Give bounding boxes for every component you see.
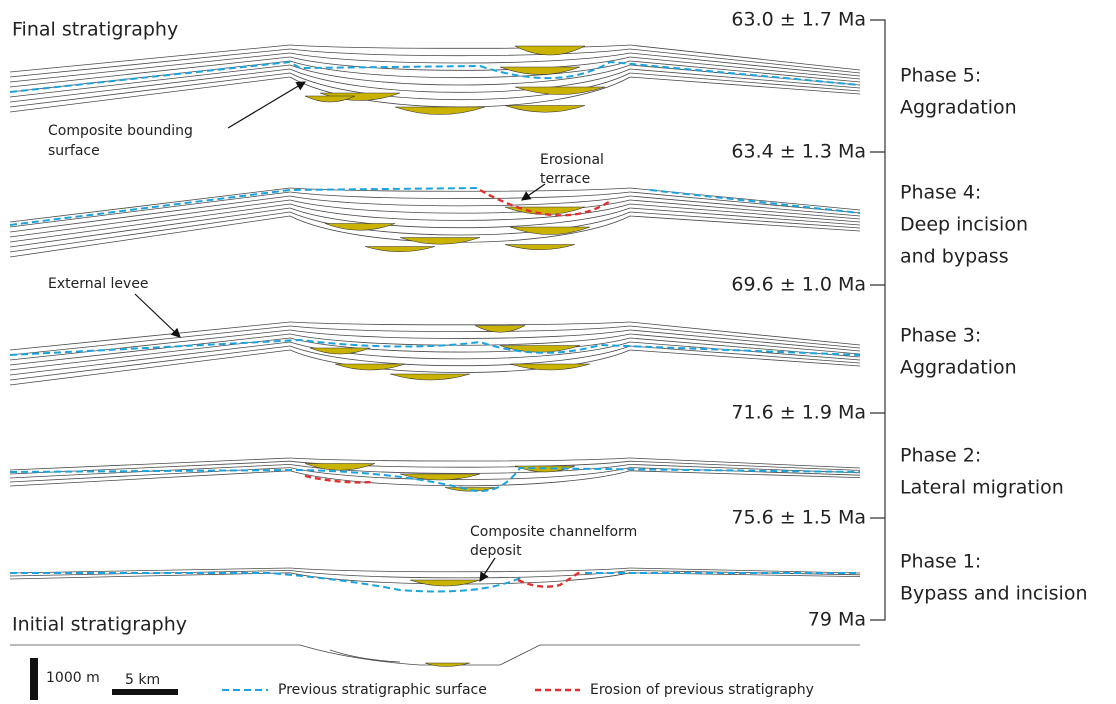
- phase-name: Phase 4:: [900, 182, 981, 204]
- stratal-line: [10, 458, 290, 470]
- stratal-line: [10, 212, 290, 252]
- stratal-line: [290, 49, 630, 56]
- stratal-line: [10, 334, 290, 365]
- stratal-line: [630, 49, 860, 73]
- stratal-line: [10, 342, 290, 375]
- stratal-line: [10, 322, 290, 350]
- erosion-surface: [518, 572, 580, 587]
- annotation: Composite channelform: [470, 524, 637, 540]
- channel-deposit: [390, 374, 470, 380]
- channel-deposit: [500, 67, 580, 75]
- bracket: [870, 20, 885, 620]
- age: 69.6 ± 1.0 Ma: [731, 274, 866, 296]
- age: 71.6 ± 1.9 Ma: [731, 402, 866, 424]
- stratal-line: [330, 650, 400, 662]
- legend-label: Erosion of previous stratigraphy: [590, 682, 814, 698]
- channel-deposit: [505, 106, 585, 113]
- scale-label: 5 km: [125, 672, 160, 688]
- channel-deposit: [400, 238, 480, 245]
- channel-deposit: [325, 224, 395, 231]
- arrow: [135, 294, 180, 337]
- phase-name: Phase 3:: [900, 325, 981, 347]
- phase-desc: Lateral migration: [900, 477, 1064, 499]
- channel-deposit: [335, 364, 405, 370]
- erosion-surface: [305, 476, 372, 482]
- channel-deposit: [510, 227, 590, 235]
- stratal-line: [290, 568, 630, 572]
- age: 63.0 ± 1.7 Ma: [731, 9, 866, 31]
- channel-deposit: [305, 96, 355, 102]
- stratal-line: [10, 73, 290, 107]
- stratal-line: [630, 212, 860, 228]
- vertical-scale-bar: [30, 658, 38, 700]
- heading: Initial stratigraphy: [12, 614, 187, 636]
- phase-desc: Bypass and incision: [900, 583, 1088, 605]
- stratal-line: [10, 53, 290, 82]
- channel-deposit: [410, 580, 480, 586]
- stratal-line: [10, 61, 290, 92]
- stratal-line: [290, 458, 630, 461]
- stratal-line: [10, 65, 290, 97]
- previous-surface: [10, 340, 860, 355]
- stratal-line: [290, 53, 630, 63]
- stratal-line: [290, 196, 630, 206]
- stratal-line: [10, 471, 290, 486]
- annotation: Erosional: [540, 152, 604, 168]
- phase-desc: Aggradation: [900, 357, 1017, 379]
- timeline: 63.0 ± 1.7 Ma 63.4 ± 1.3 Ma 69.6 ± 1.0 M…: [731, 9, 1087, 631]
- phase-desc: Deep incision: [900, 214, 1028, 236]
- diagram: Final stratigraphy Initial stratigraphy …: [0, 0, 1116, 704]
- legend-label: Previous stratigraphic surface: [278, 682, 487, 698]
- channel-deposit: [395, 107, 485, 115]
- stratal-line: [10, 338, 290, 370]
- channel-deposit: [505, 245, 575, 250]
- age: 75.6 ± 1.5 Ma: [731, 507, 866, 529]
- stratal-line: [290, 192, 630, 199]
- channel-deposit: [425, 663, 470, 667]
- annotation: surface: [48, 143, 100, 159]
- phase-desc: and bypass: [900, 246, 1009, 268]
- horizontal-scale-bar: [112, 689, 178, 695]
- stratal-line: [10, 461, 290, 474]
- initial-surface: [10, 645, 860, 665]
- stratal-line: [10, 468, 290, 482]
- channel-deposit: [305, 464, 375, 471]
- stratal-line: [290, 322, 630, 325]
- stratal-line: [290, 326, 630, 332]
- age: 79 Ma: [808, 609, 866, 631]
- stratal-line: [10, 200, 290, 237]
- age: 63.4 ± 1.3 Ma: [731, 141, 866, 163]
- scale: 1000 m 5 km: [30, 658, 178, 700]
- stratal-line: [10, 45, 290, 72]
- arrow: [228, 82, 305, 128]
- stratal-line: [10, 326, 290, 355]
- stratal-line: [630, 350, 860, 366]
- stratal-line: [630, 216, 860, 231]
- previous-surface: [650, 190, 860, 213]
- annotation: Composite bounding: [48, 123, 193, 139]
- annotation: deposit: [470, 543, 522, 559]
- channel-deposit: [310, 348, 370, 354]
- annotation: terrace: [540, 171, 590, 187]
- phase-name: Phase 5:: [900, 65, 981, 87]
- heading: Final stratigraphy: [12, 19, 178, 41]
- phase-desc: Aggradation: [900, 97, 1017, 119]
- phase-name: Phase 1:: [900, 551, 981, 573]
- phase-name: Phase 2:: [900, 445, 981, 467]
- legend: Previous stratigraphic surface Erosion o…: [222, 682, 814, 698]
- stratal-line: [630, 458, 860, 468]
- channel-deposit: [515, 87, 605, 95]
- annotations: Composite bounding surface Erosional ter…: [48, 82, 637, 581]
- channel-deposit: [365, 247, 435, 252]
- stratal-line: [10, 69, 290, 102]
- scale-label: 1000 m: [46, 670, 100, 686]
- annotation: External levee: [48, 276, 149, 292]
- channel-deposit: [510, 364, 590, 370]
- stratal-line: [10, 49, 290, 77]
- stratal-line: [290, 204, 630, 220]
- stratal-line: [10, 346, 290, 380]
- stratal-line: [10, 188, 290, 222]
